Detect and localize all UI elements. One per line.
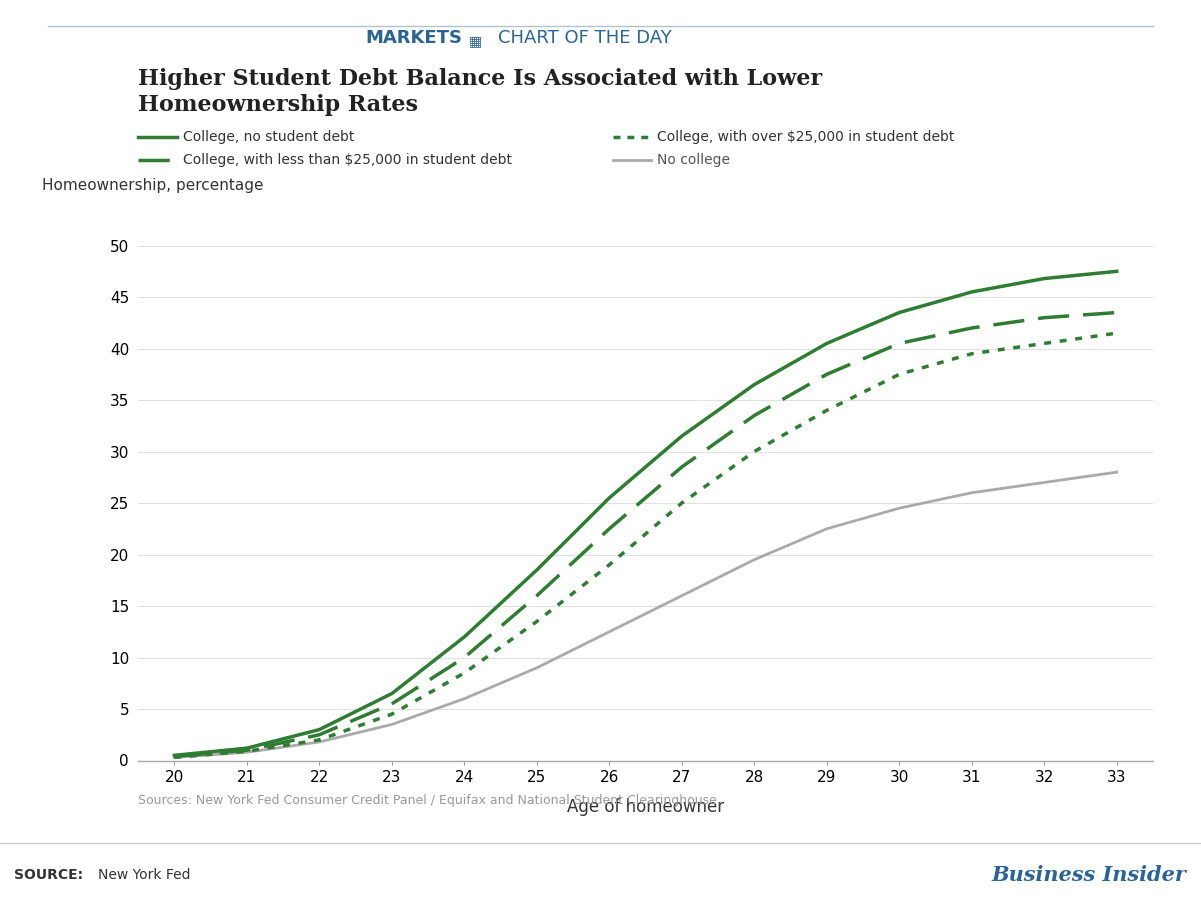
Text: College, with over $25,000 in student debt: College, with over $25,000 in student de… (657, 130, 955, 144)
Text: Homeownership, percentage: Homeownership, percentage (42, 178, 263, 193)
Text: MARKETS: MARKETS (365, 29, 462, 47)
Text: Business Insider: Business Insider (992, 866, 1187, 886)
X-axis label: Age of homeowner: Age of homeowner (567, 798, 724, 816)
Text: New York Fed: New York Fed (98, 868, 191, 882)
Text: SOURCE:: SOURCE: (14, 868, 84, 882)
Text: No college: No college (657, 153, 730, 167)
Text: College, no student debt: College, no student debt (183, 130, 354, 144)
Text: College, with less than $25,000 in student debt: College, with less than $25,000 in stude… (183, 153, 512, 167)
Text: Homeownership Rates: Homeownership Rates (138, 94, 418, 116)
Text: ▦: ▦ (468, 34, 482, 48)
Text: Higher Student Debt Balance Is Associated with Lower: Higher Student Debt Balance Is Associate… (138, 68, 823, 89)
Text: CHART OF THE DAY: CHART OF THE DAY (498, 29, 673, 47)
Text: Sources: New York Fed Consumer Credit Panel / Equifax and National Student Clear: Sources: New York Fed Consumer Credit Pa… (138, 794, 721, 806)
